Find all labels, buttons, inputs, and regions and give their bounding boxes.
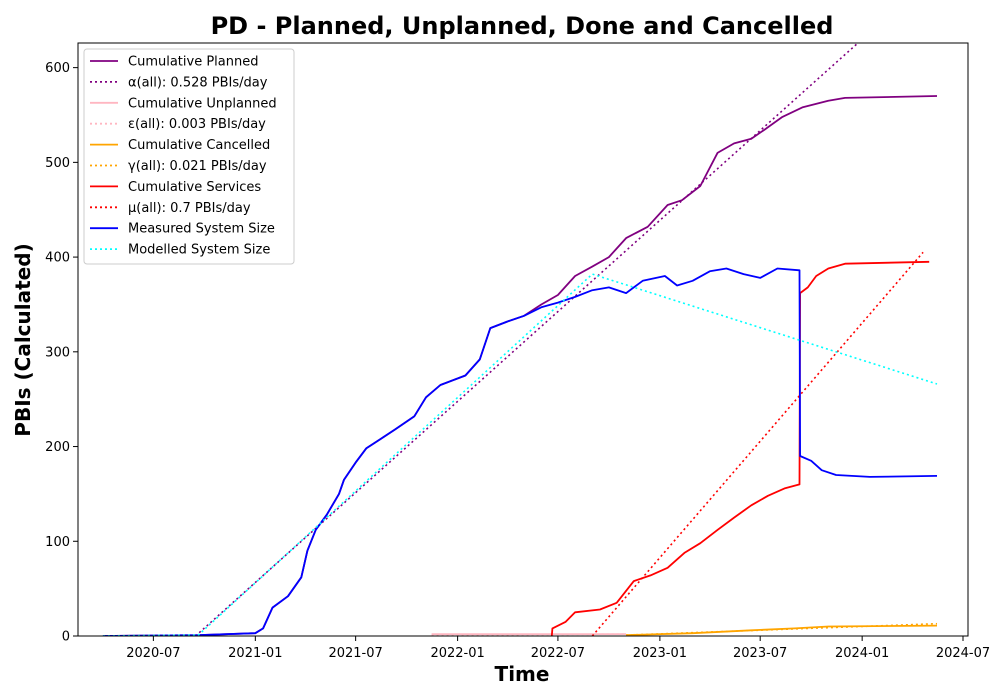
series-line-all-0-021-pbis-day (626, 622, 938, 636)
legend-box (83, 48, 295, 265)
legend-label-all-0-021-pbis-day: γ(all): 0.021 PBIs/day (128, 159, 267, 174)
chart-title: PD - Planned, Unplanned, Done and Cancel… (211, 12, 834, 40)
x-tick-label: 2021-01 (228, 646, 282, 661)
legend-label-cumulative-services: Cumulative Services (128, 180, 261, 195)
legend-label-cumulative-unplanned: Cumulative Unplanned (128, 96, 277, 111)
x-tick-label: 2023-07 (733, 646, 787, 661)
x-tick-label: 2023-01 (633, 646, 687, 661)
x-tick-label: 2020-07 (126, 646, 180, 661)
y-axis: 0 100 200 300 400 500 600 (45, 61, 78, 645)
legend-label-cumulative-planned: Cumulative Planned (128, 55, 258, 70)
y-tick-label: 300 (45, 345, 70, 360)
y-tick-label: 200 (45, 440, 70, 455)
x-axis: 2020-07 2021-01 2021-07 2022-01 2022-07 2023-… (126, 636, 990, 661)
series-line-modelled-system-size (102, 273, 938, 636)
legend-label-all-0-7-pbis-day: μ(all): 0.7 PBIs/day (128, 201, 251, 216)
legend-label-cumulative-cancelled: Cumulative Cancelled (128, 138, 270, 153)
series-line-all-0-7-pbis-day (591, 251, 924, 636)
legend-label-all-0-528-pbis-day: α(all): 0.528 PBIs/day (128, 75, 268, 90)
y-tick-label: 400 (45, 251, 70, 266)
series-line-cumulative-services (550, 260, 930, 636)
y-tick-label: 0 (62, 630, 70, 645)
series-layer (102, 43, 938, 636)
legend-label-all-0-003-pbis-day: ε(all): 0.003 PBIs/day (128, 117, 266, 132)
plot-frame (77, 42, 969, 637)
legend-label-measured-system-size: Measured System Size (128, 222, 275, 237)
x-tick-label: 2022-01 (430, 646, 484, 661)
x-tick-label: 2021-07 (328, 646, 382, 661)
series-line-measured-system-size (102, 267, 938, 636)
x-axis-label: Time (495, 662, 550, 686)
x-tick-label: 2024-01 (835, 646, 889, 661)
legend-label-modelled-system-size: Modelled System Size (128, 243, 270, 258)
y-tick-label: 100 (45, 535, 70, 550)
x-tick-label: 2022-07 (531, 646, 585, 661)
y-tick-label: 500 (45, 156, 70, 171)
y-axis-label: PBIs (Calculated) (11, 243, 35, 436)
series-line-all-0-528-pbis-day (194, 43, 860, 636)
y-tick-label: 600 (45, 61, 70, 76)
legend: Cumulative Planned α(all): 0.528 PBIs/day… (83, 48, 295, 265)
x-tick-label: 2024-07 (936, 646, 990, 661)
